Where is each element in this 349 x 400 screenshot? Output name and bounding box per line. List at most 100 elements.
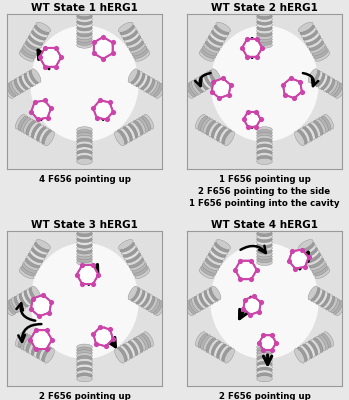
Ellipse shape xyxy=(308,124,318,138)
Ellipse shape xyxy=(312,263,327,273)
Ellipse shape xyxy=(303,248,318,258)
Ellipse shape xyxy=(27,38,42,48)
Point xyxy=(58,54,64,60)
Ellipse shape xyxy=(141,116,151,131)
Ellipse shape xyxy=(257,25,272,31)
Ellipse shape xyxy=(199,268,214,278)
Ellipse shape xyxy=(131,70,140,84)
Point xyxy=(216,95,222,101)
Ellipse shape xyxy=(134,48,148,59)
Ellipse shape xyxy=(128,124,138,138)
Ellipse shape xyxy=(194,296,203,310)
Ellipse shape xyxy=(311,43,325,53)
Ellipse shape xyxy=(36,240,51,250)
Point xyxy=(93,340,99,347)
Ellipse shape xyxy=(135,268,150,278)
Ellipse shape xyxy=(257,256,272,263)
Point xyxy=(238,276,243,282)
Ellipse shape xyxy=(15,332,25,346)
Point xyxy=(239,45,245,51)
Point xyxy=(288,75,294,82)
Ellipse shape xyxy=(155,302,165,316)
Ellipse shape xyxy=(186,300,196,314)
Point xyxy=(299,246,305,253)
Ellipse shape xyxy=(30,26,139,142)
Point xyxy=(258,116,263,122)
Ellipse shape xyxy=(24,43,38,53)
Ellipse shape xyxy=(211,248,226,258)
Ellipse shape xyxy=(31,248,46,258)
Ellipse shape xyxy=(77,156,92,162)
Ellipse shape xyxy=(300,128,310,143)
Point xyxy=(42,97,47,104)
Point xyxy=(48,105,54,111)
Point xyxy=(261,332,266,338)
Ellipse shape xyxy=(29,339,39,354)
Ellipse shape xyxy=(257,36,272,42)
Ellipse shape xyxy=(131,43,145,53)
Ellipse shape xyxy=(194,79,203,93)
Point xyxy=(90,262,96,268)
Text: 1 F656 pointing up
2 F656 pointing to the side
1 F656 pointing into the cavity: 1 F656 pointing up 2 F656 pointing to th… xyxy=(189,175,340,208)
Point xyxy=(35,116,40,123)
Ellipse shape xyxy=(136,119,146,134)
Ellipse shape xyxy=(128,341,138,356)
Point xyxy=(100,56,106,62)
Point xyxy=(42,64,48,70)
Ellipse shape xyxy=(257,147,272,153)
Ellipse shape xyxy=(320,76,330,90)
Ellipse shape xyxy=(128,69,138,83)
Point xyxy=(209,88,214,95)
Title: WT State 2 hERG1: WT State 2 hERG1 xyxy=(211,3,318,13)
Ellipse shape xyxy=(196,77,206,91)
Ellipse shape xyxy=(210,26,319,142)
Ellipse shape xyxy=(303,30,318,40)
Ellipse shape xyxy=(214,25,229,35)
Ellipse shape xyxy=(34,342,44,357)
Polygon shape xyxy=(94,37,112,59)
Ellipse shape xyxy=(312,46,327,56)
Ellipse shape xyxy=(313,289,322,303)
Ellipse shape xyxy=(27,72,36,86)
Point xyxy=(42,45,48,51)
Ellipse shape xyxy=(125,250,139,260)
Ellipse shape xyxy=(150,82,160,96)
Polygon shape xyxy=(283,78,302,98)
Text: 2 F656 pointing up
1 F656 pointing to the side
1 F656 pointing unto the cavity: 2 F656 pointing up 1 F656 pointing to th… xyxy=(188,392,341,400)
Ellipse shape xyxy=(333,83,342,97)
Ellipse shape xyxy=(135,51,150,61)
Ellipse shape xyxy=(257,132,272,139)
Ellipse shape xyxy=(324,332,334,346)
Ellipse shape xyxy=(198,116,208,131)
Ellipse shape xyxy=(309,258,324,268)
Ellipse shape xyxy=(257,234,272,240)
Ellipse shape xyxy=(257,130,272,136)
Ellipse shape xyxy=(257,364,272,370)
Ellipse shape xyxy=(302,28,316,38)
Ellipse shape xyxy=(126,35,141,46)
Ellipse shape xyxy=(304,33,319,43)
Ellipse shape xyxy=(222,130,232,144)
Ellipse shape xyxy=(143,295,153,308)
Ellipse shape xyxy=(201,335,211,350)
Ellipse shape xyxy=(143,77,153,91)
Ellipse shape xyxy=(77,358,92,364)
Ellipse shape xyxy=(14,79,23,93)
Ellipse shape xyxy=(257,28,272,34)
Ellipse shape xyxy=(24,290,34,304)
Ellipse shape xyxy=(77,22,92,28)
Point xyxy=(232,267,238,273)
Polygon shape xyxy=(77,265,98,284)
Polygon shape xyxy=(259,335,276,350)
Point xyxy=(289,248,295,254)
Ellipse shape xyxy=(311,288,320,302)
Ellipse shape xyxy=(195,114,206,129)
Point xyxy=(282,92,288,98)
Ellipse shape xyxy=(77,259,92,266)
Point xyxy=(245,109,251,115)
Point xyxy=(269,347,275,353)
Point xyxy=(241,116,246,122)
Ellipse shape xyxy=(126,253,141,263)
Ellipse shape xyxy=(210,33,224,43)
Ellipse shape xyxy=(202,263,217,273)
